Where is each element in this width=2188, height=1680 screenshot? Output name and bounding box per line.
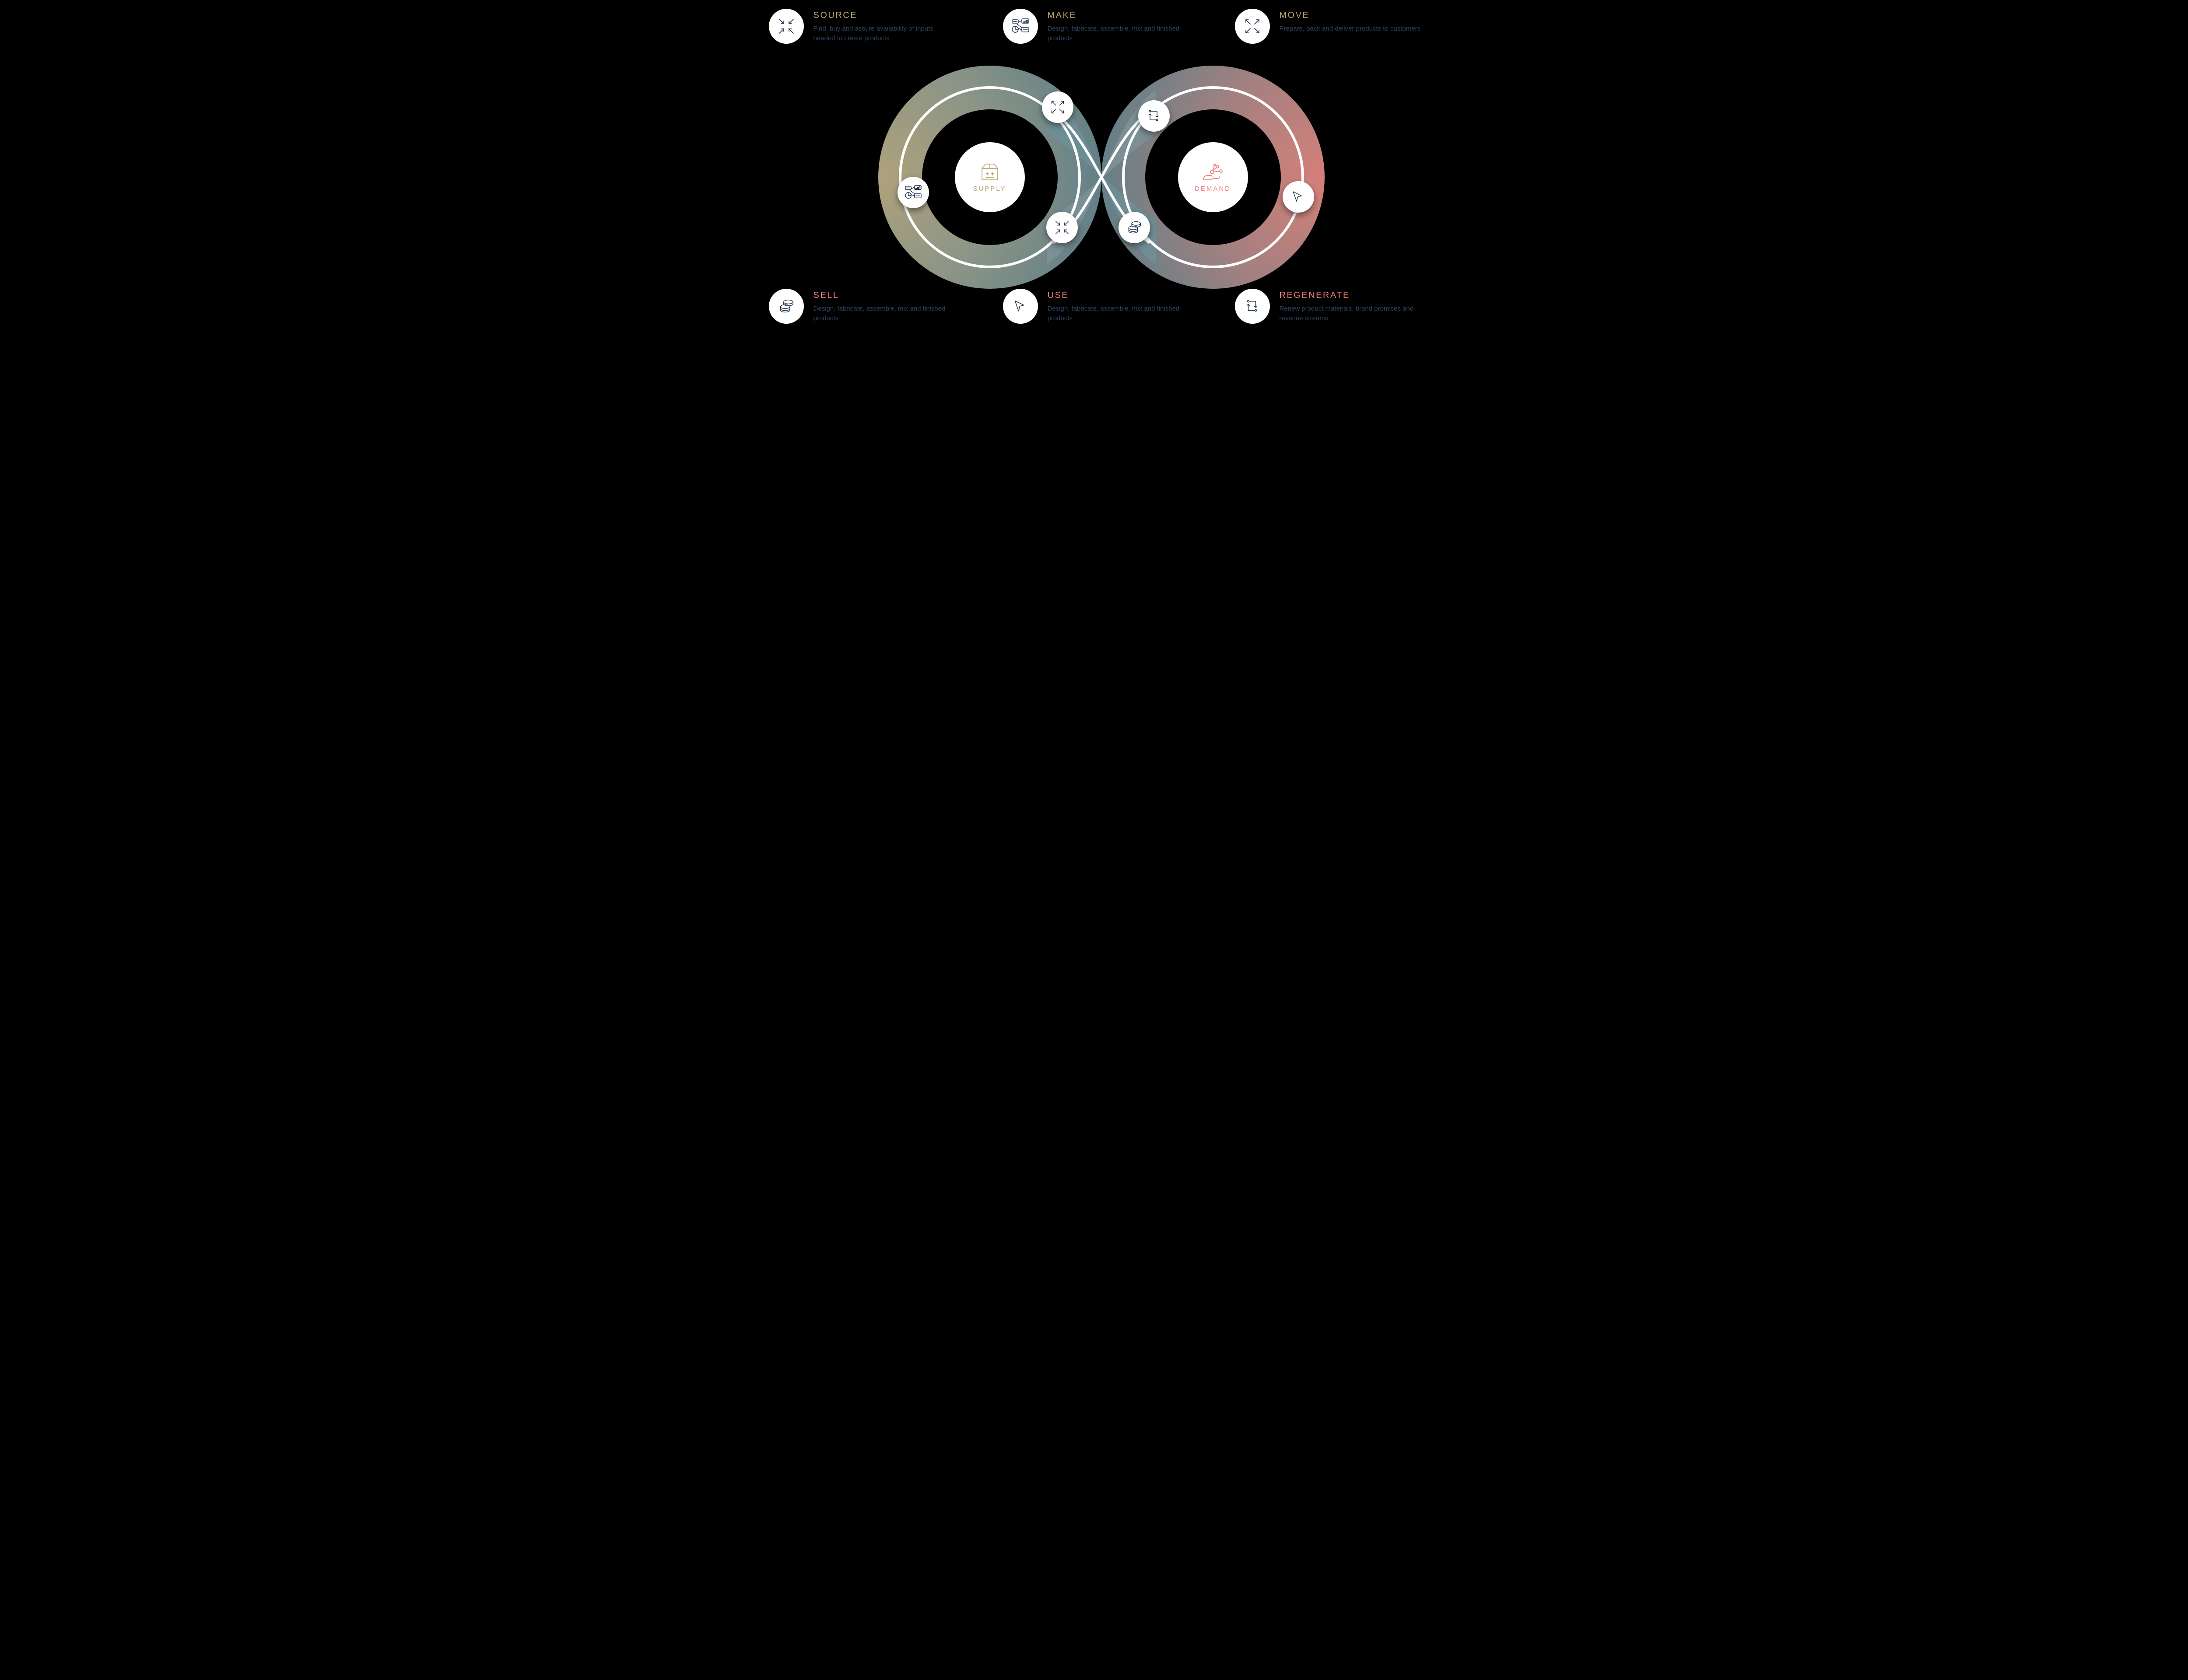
hub-label: SUPPLY: [973, 185, 1006, 192]
node-use: [1283, 181, 1314, 213]
legend-use: USE Design, fabricate, assemble, mix and…: [1003, 289, 1191, 324]
legend-title: REGENERATE: [1280, 290, 1423, 301]
move-icon-badge: [1235, 9, 1270, 44]
legend-title: USE: [1048, 290, 1191, 301]
node-source: [1046, 212, 1078, 243]
hand-network-icon: [1202, 162, 1224, 182]
legend-title: MAKE: [1048, 10, 1191, 21]
arrows-out-icon: [1244, 18, 1261, 35]
legend-title: MOVE: [1280, 10, 1421, 21]
cursor-icon: [1013, 298, 1027, 314]
legend-sell: SELL Design, fabricate, assemble, mix an…: [769, 289, 957, 324]
make-icon-badge: [1003, 9, 1038, 44]
node-sell: [1119, 212, 1150, 243]
analytics-icon: [905, 185, 922, 200]
legend-title: SELL: [813, 290, 957, 301]
legend-source: SOURCE Find, buy and assure availability…: [769, 9, 957, 44]
cursor-icon: [1292, 189, 1305, 204]
legend-move: MOVE Prepare, pack and deliver products …: [1235, 9, 1421, 44]
cycle-icon: [1245, 298, 1260, 314]
box-icon: [979, 162, 1000, 182]
supply-hub: SUPPLY: [955, 142, 1025, 212]
hub-label: DEMAND: [1195, 185, 1231, 192]
arrows-out-icon: [1050, 100, 1065, 115]
analytics-icon: [1011, 18, 1030, 35]
node-regen: [1138, 100, 1170, 132]
coins-icon: [778, 299, 795, 314]
infinity-diagram: SUPPLY DEMAND: [878, 66, 1325, 289]
cycle-icon: [1147, 108, 1161, 123]
sell-icon-badge: [769, 289, 804, 324]
legend-make: MAKE Design, fabricate, assemble, mix an…: [1003, 9, 1191, 44]
node-make: [898, 177, 929, 208]
coins-icon: [1126, 220, 1142, 234]
node-move: [1042, 91, 1073, 123]
legend-desc: Renew product materials, brand promises …: [1280, 304, 1423, 323]
demand-hub: DEMAND: [1178, 142, 1248, 212]
legend-desc: Design, fabricate, assemble, mix and fin…: [1048, 24, 1191, 43]
legend-desc: Design, fabricate, assemble, mix and fin…: [813, 304, 957, 323]
infographic-stage: SOURCE Find, buy and assure availability…: [756, 0, 1433, 343]
legend-regenerate: REGENERATE Renew product materials, bran…: [1235, 289, 1423, 324]
legend-desc: Find, buy and assure availability of inp…: [813, 24, 957, 43]
arrows-in-icon: [778, 18, 795, 35]
arrows-in-icon: [1055, 220, 1069, 235]
legend-title: SOURCE: [813, 10, 957, 21]
regenerate-icon-badge: [1235, 289, 1270, 324]
source-icon-badge: [769, 9, 804, 44]
legend-desc: Prepare, pack and deliver products to cu…: [1280, 24, 1421, 34]
legend-desc: Design, fabricate, assemble, mix and fin…: [1048, 304, 1191, 323]
use-icon-badge: [1003, 289, 1038, 324]
infinity-ribbon: [878, 66, 1325, 289]
